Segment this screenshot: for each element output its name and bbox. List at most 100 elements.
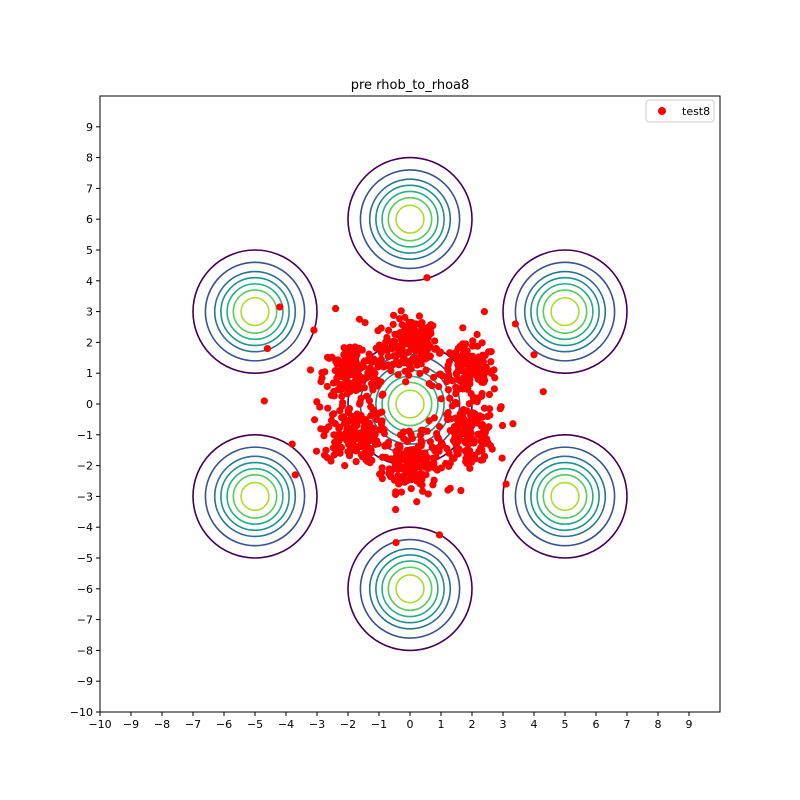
scatter-point	[330, 451, 338, 459]
contour-line	[232, 289, 278, 334]
scatter-point	[446, 349, 454, 357]
scatter-point	[378, 474, 386, 483]
scatter-point	[327, 457, 335, 465]
scatter-point	[341, 434, 349, 443]
scatter-point	[345, 387, 353, 395]
scatter-point	[418, 487, 427, 495]
scatter-point	[458, 411, 467, 419]
scatter-point	[371, 430, 379, 438]
scatter-point	[437, 395, 445, 403]
scatter-point	[459, 324, 467, 332]
scatter-point	[490, 385, 499, 393]
scatter-point	[331, 367, 339, 375]
scatter-point	[348, 435, 356, 443]
scatter-point	[444, 386, 453, 394]
scatter-point	[383, 361, 391, 370]
scatter-point	[463, 445, 472, 454]
scatter-point	[454, 361, 462, 369]
x-tick-label: 6	[593, 718, 600, 731]
contour-line	[375, 184, 445, 254]
x-tick-label: 9	[686, 718, 693, 731]
x-tick-label: 5	[562, 718, 569, 731]
scatter-point	[471, 410, 479, 418]
y-tick-label: −5	[77, 552, 93, 565]
scatter-point	[387, 367, 395, 375]
scatter-point	[402, 378, 410, 386]
scatter-point	[539, 388, 547, 396]
scatter-point	[399, 357, 407, 365]
contour-line	[359, 169, 461, 270]
scatter-point	[417, 442, 425, 450]
contour-line	[204, 446, 306, 547]
scatter-point	[485, 405, 494, 413]
scatter-point	[351, 343, 359, 351]
x-tick-label: 3	[500, 718, 507, 731]
scatter-point	[372, 409, 380, 417]
scatter-point	[260, 397, 268, 405]
scatter-point	[455, 434, 463, 442]
scatter-point	[471, 363, 479, 371]
scatter-point	[418, 475, 426, 483]
scatter-point	[413, 498, 421, 506]
scatter-point	[405, 371, 413, 379]
contour-line	[523, 455, 607, 538]
scatter-point	[325, 423, 333, 431]
contour-line	[514, 261, 616, 362]
scatter-point	[352, 447, 360, 455]
scatter-point	[479, 365, 487, 374]
scatter-point	[417, 328, 425, 336]
scatter-point	[337, 385, 346, 394]
scatter-point	[360, 362, 368, 371]
scatter-point	[403, 437, 412, 446]
points-layer	[260, 274, 547, 547]
contour-line	[220, 276, 290, 347]
legend: test8	[645, 99, 715, 123]
scatter-point	[392, 452, 400, 461]
scatter-point	[438, 372, 446, 380]
scatter-point	[477, 374, 485, 382]
y-tick-label: 7	[86, 182, 93, 195]
contour-line	[502, 433, 628, 559]
x-tick-label: 4	[531, 718, 538, 731]
scatter-point	[377, 349, 385, 357]
scatter-point	[365, 350, 373, 358]
scatter-point	[473, 419, 482, 427]
contour-line	[502, 249, 628, 374]
scatter-point	[310, 416, 319, 424]
scatter-point	[358, 453, 367, 461]
scatter-point	[384, 352, 392, 360]
scatter-point	[424, 339, 432, 348]
scatter-point	[448, 402, 457, 410]
scatter-point	[400, 348, 408, 356]
scatter-point	[490, 366, 498, 374]
scatter-point	[359, 428, 367, 436]
scatter-point	[498, 454, 506, 462]
scatter-point	[390, 352, 398, 360]
scatter-point	[463, 407, 471, 415]
scatter-point	[345, 404, 354, 413]
contour-line	[542, 289, 588, 334]
scatter-point	[425, 379, 433, 388]
scatter-point	[394, 472, 402, 480]
scatter-point	[288, 440, 296, 448]
scatter-point	[423, 274, 431, 282]
contour-line	[226, 283, 284, 341]
scatter-point	[365, 419, 374, 427]
scatter-point	[407, 476, 415, 484]
scatter-point	[329, 444, 337, 452]
scatter-point	[462, 457, 470, 466]
scatter-point	[372, 344, 380, 352]
scatter-point	[398, 342, 406, 351]
contour-line	[536, 467, 594, 525]
scatter-point	[402, 452, 410, 460]
scatter-point	[435, 445, 443, 454]
scatter-point	[421, 349, 429, 358]
scatter-point	[348, 380, 356, 388]
scatter-point	[498, 421, 507, 430]
scatter-point	[382, 338, 390, 346]
scatter-point	[399, 472, 408, 480]
scatter-point	[424, 490, 432, 498]
scatter-point	[312, 447, 321, 455]
x-tick-label: 0	[407, 718, 414, 731]
